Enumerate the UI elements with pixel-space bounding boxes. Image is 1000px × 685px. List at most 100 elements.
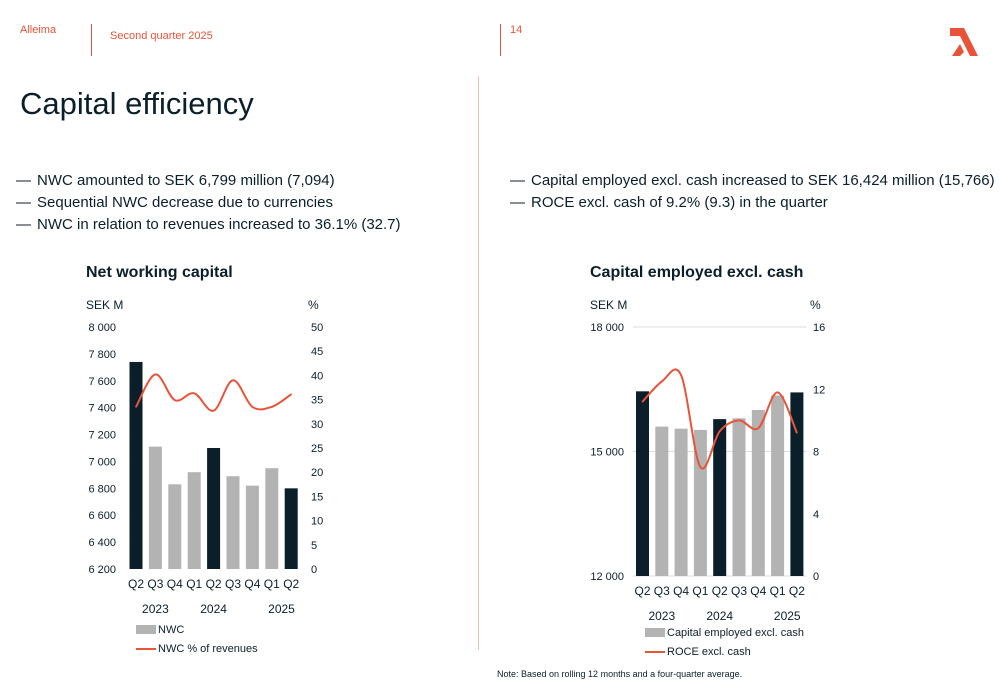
x-tick-label: Q2 (206, 577, 222, 591)
line-point (135, 406, 137, 408)
bar-q1 (771, 395, 785, 576)
y-tick-left: 15 000 (590, 447, 624, 459)
y-tick-left: 6 400 (88, 537, 116, 549)
line-point (680, 374, 682, 377)
y-tick-left: 7 000 (88, 456, 116, 468)
chart-title-nwc: Net working capital (86, 264, 233, 281)
bar-q2 (284, 488, 298, 569)
y-tick-right: 25 (311, 443, 323, 455)
footnote: Note: Based on rolling 12 months and a f… (497, 669, 743, 679)
bar-q1 (187, 472, 201, 569)
y-tick-left: 18 000 (590, 322, 624, 334)
y-tick-left: 7 800 (88, 349, 116, 361)
bar-q1 (265, 468, 279, 569)
chart-title-capital-employed: Capital employed excl. cash (590, 264, 804, 281)
bar-q2 (790, 392, 804, 576)
bullet-item: — Sequential NWC decrease due to currenci… (16, 194, 333, 211)
legend-swatch-line (645, 650, 665, 653)
column-divider (478, 76, 479, 650)
y-tick-left: 6 800 (88, 483, 116, 495)
y-tick-right: 20 (311, 467, 323, 479)
y-tick-left: 12 000 (590, 571, 624, 583)
y-tick-right: 10 (311, 516, 323, 528)
line-point (232, 379, 234, 382)
bar-q3 (732, 418, 746, 576)
line-point (796, 432, 798, 434)
y-tick-left: 7 200 (88, 430, 116, 442)
y-tick-left: 6 200 (88, 564, 116, 576)
y-axis-unit-left: SEK M (590, 298, 627, 312)
bullet-item: — ROCE excl. cash of 9.2% (9.3) in the qu… (510, 194, 828, 211)
y-tick-right: 15 (311, 491, 323, 503)
legend-item: Capital employed excl. cash (645, 623, 804, 642)
line-point (718, 430, 721, 433)
line-point (738, 419, 740, 422)
x-tick-label: Q4 (244, 577, 260, 591)
x-tick-label: Q2 (712, 584, 728, 598)
y-tick-left: 6 600 (88, 510, 116, 522)
bullet-list-right: — Capital employed excl. cash increased t… (510, 170, 995, 214)
legend-item: ROCE excl. cash (645, 642, 804, 661)
alleima-logo-icon (950, 28, 978, 56)
x-tick-label: Q1 (186, 577, 202, 591)
line-point (193, 392, 195, 395)
y-tick-right: 0 (813, 571, 819, 583)
y-tick-right: 50 (311, 322, 323, 334)
header-divider (91, 24, 92, 56)
line-point (699, 466, 702, 468)
slide-title: Capital efficiency (20, 86, 254, 121)
bar-q4 (751, 410, 765, 576)
y-axis-unit-left: SEK M (86, 298, 123, 312)
header-divider (500, 24, 501, 56)
line-point (661, 380, 663, 383)
line-point (290, 393, 293, 396)
line-point (757, 427, 760, 430)
bar-q2 (713, 419, 727, 576)
year-label: 2025 (774, 609, 801, 623)
x-tick-label: Q4 (167, 577, 183, 591)
y-tick-left: 8 000 (88, 322, 116, 334)
legend-swatch-bar (645, 628, 665, 637)
line-point (271, 406, 273, 408)
legend-item: NWC % of revenues (136, 639, 258, 658)
y-tick-right: 35 (311, 395, 323, 407)
y-tick-right: 16 (813, 322, 825, 334)
year-label: 2023 (648, 609, 675, 623)
bar-q2 (129, 361, 143, 569)
year-label: 2024 (200, 602, 227, 616)
line-point (174, 399, 176, 401)
bar-q3 (148, 446, 162, 569)
x-tick-label: Q4 (673, 584, 689, 598)
x-tick-label: Q1 (264, 577, 280, 591)
y-tick-right: 5 (311, 540, 317, 552)
page-number: 14 (510, 24, 523, 36)
x-tick-label: Q2 (283, 577, 299, 591)
company-name: Alleima (20, 24, 57, 36)
line-point (251, 406, 254, 408)
x-tick-label: Q1 (692, 584, 708, 598)
x-tick-label: Q3 (225, 577, 241, 591)
x-tick-label: Q3 (654, 584, 670, 598)
year-label: 2023 (142, 602, 169, 616)
y-tick-right: 4 (813, 509, 819, 521)
x-tick-label: Q4 (750, 584, 766, 598)
bar-q4 (168, 484, 182, 569)
legend-swatch-line (136, 647, 156, 650)
legend-item: NWC (136, 620, 258, 639)
y-tick-right: 12 (813, 384, 825, 396)
legend-capital-employed: Capital employed excl. cash ROCE excl. c… (645, 623, 804, 661)
bullet-list-left: — NWC amounted to SEK 6,799 million (7,09… (16, 170, 401, 236)
line-point (212, 409, 215, 412)
bar-q2 (636, 391, 649, 576)
y-axis-unit-right: % (308, 298, 319, 312)
y-tick-left: 7 600 (88, 376, 116, 388)
y-axis-unit-right: % (810, 298, 821, 312)
y-tick-right: 45 (311, 346, 323, 358)
report-period: Second quarter 2025 (110, 30, 213, 42)
bar-q3 (655, 426, 669, 576)
bar-q2 (207, 448, 221, 569)
line-point (641, 400, 644, 403)
bar-q3 (226, 476, 240, 569)
